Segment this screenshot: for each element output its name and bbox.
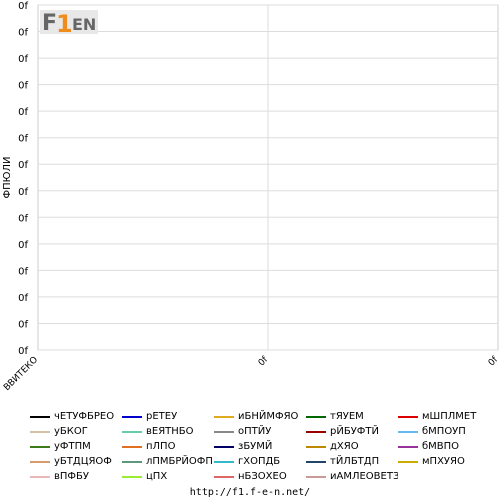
y-tick-label: 0f — [18, 1, 28, 12]
logo-en: EN — [72, 15, 96, 34]
legend-label: лПМБРЙОФП — [146, 456, 213, 467]
legend-label: рЙБУФТЙ — [330, 426, 379, 437]
legend-item: вПФБУ — [30, 469, 122, 484]
legend-swatch — [122, 415, 142, 418]
legend-swatch — [306, 475, 326, 478]
y-tick-label: 0f — [18, 346, 28, 357]
logo-1: 1 — [56, 10, 73, 36]
legend-label: дХЯО — [330, 441, 359, 452]
legend-item: иБНЙМФЯО — [214, 409, 306, 424]
legend-swatch — [214, 460, 234, 463]
legend-label: уФТПМ — [54, 441, 91, 452]
y-axis-title: ФПЮЛИ — [2, 157, 13, 199]
legend-item: бМВПО — [398, 439, 490, 454]
legend-label: бМПОУП — [422, 426, 466, 437]
legend-label: чЕТУФБРЕО — [54, 411, 115, 422]
legend-label: тЯУЕМ — [330, 411, 364, 422]
legend-item: рЕТЕУ — [122, 409, 214, 424]
legend-item: уБКОГ — [30, 424, 122, 439]
y-tick-label: 0f — [18, 319, 28, 330]
legend-swatch — [30, 475, 50, 478]
legend-item: бМПОУП — [398, 424, 490, 439]
legend-label: вПФБУ — [54, 471, 89, 482]
legend-item: цПХ — [122, 469, 214, 484]
y-tick-label: 0f — [18, 266, 28, 277]
y-tick-label: 0f — [18, 54, 28, 65]
legend-label: зБУМЙ — [238, 441, 273, 452]
footer-url[interactable]: http://f1.f-e-n.net/ — [189, 487, 311, 498]
legend-label: тЙЛБТДП — [330, 456, 380, 467]
legend-item: рЙБУФТЙ — [306, 424, 398, 439]
y-tick-label: 0f — [18, 213, 28, 224]
legend-swatch — [398, 415, 418, 418]
legend-item: нБЗОХЕО — [214, 469, 306, 484]
legend-swatch — [30, 415, 50, 418]
legend-label: уБТДЦЯОФ — [54, 456, 112, 467]
legend-item: пЛПО — [122, 439, 214, 454]
x-tick-label: 0f — [487, 354, 500, 368]
legend-swatch — [306, 415, 326, 418]
y-tick-label: 0f — [18, 81, 28, 92]
legend-label: вЕЯТНБО — [146, 426, 194, 437]
legend-item: зБУМЙ — [214, 439, 306, 454]
x-tick-label: ВВИТЕКО — [2, 355, 40, 393]
legend-swatch — [306, 430, 326, 433]
legend-swatch — [214, 415, 234, 418]
legend-item: лПМБРЙОФП — [122, 454, 214, 469]
legend-swatch — [122, 445, 142, 448]
legend-item: гХОПДБ — [214, 454, 306, 469]
legend-label: гХОПДБ — [238, 456, 281, 467]
legend-item: вЕЯТНБО — [122, 424, 214, 439]
y-tick-label: 0f — [18, 107, 28, 118]
legend-label: мПХУЯО — [422, 456, 465, 467]
y-tick-label: 0f — [18, 134, 28, 145]
f1en-logo: F 1 EN — [40, 10, 98, 36]
legend-swatch — [398, 460, 418, 463]
legend-label: уБКОГ — [54, 426, 88, 437]
legend-swatch — [122, 475, 142, 478]
y-tick-label: 0f — [18, 160, 28, 171]
legend-swatch — [122, 460, 142, 463]
legend-label: рЕТЕУ — [146, 411, 178, 422]
legend-swatch — [306, 460, 326, 463]
legend-item: уФТПМ — [30, 439, 122, 454]
y-tick-label: 0f — [18, 187, 28, 198]
legend-label: пЛПО — [146, 441, 176, 452]
legend-item: чЕТУФБРЕО — [30, 409, 122, 424]
legend-swatch — [30, 460, 50, 463]
legend-swatch — [214, 475, 234, 478]
legend-swatch — [214, 430, 234, 433]
legend-swatch — [30, 445, 50, 448]
legend-label: оПТЙУ — [238, 426, 272, 437]
legend-label: цПХ — [146, 471, 168, 482]
legend-item: мШПЛМЕТ — [398, 409, 490, 424]
legend-swatch — [214, 445, 234, 448]
legend-swatch — [122, 430, 142, 433]
legend-item: тЙЛБТДП — [306, 454, 398, 469]
legend-item: мПХУЯО — [398, 454, 490, 469]
legend-item: тЯУЕМ — [306, 409, 398, 424]
legend-swatch — [30, 430, 50, 433]
legend-swatch — [306, 445, 326, 448]
legend-label: бМВПО — [422, 441, 460, 452]
legend-item: уБТДЦЯОФ — [30, 454, 122, 469]
legend-label: иАМЛЕОВЕТЗ — [330, 471, 398, 482]
legend-label: иБНЙМФЯО — [238, 411, 299, 422]
legend-swatch — [398, 445, 418, 448]
legend-item: иАМЛЕОВЕТЗ — [306, 469, 398, 484]
legend-label: мШПЛМЕТ — [422, 411, 477, 422]
legend-swatch — [398, 430, 418, 433]
legend-item: оПТЙУ — [214, 424, 306, 439]
x-tick-label: 0f — [257, 354, 271, 368]
legend-label: нБЗОХЕО — [238, 471, 287, 482]
y-tick-label: 0f — [18, 28, 28, 39]
y-tick-label: 0f — [18, 293, 28, 304]
logo-background — [40, 10, 98, 34]
chart-legend: чЕТУФБРЕО уБКОГ уФТПМ уБТДЦЯОФ вПФБУ рЕТЕУ вЕЯ… — [30, 409, 500, 484]
y-tick-label: 0f — [18, 240, 28, 251]
logo-f: F — [42, 11, 57, 36]
legend-item: дХЯО — [306, 439, 398, 454]
